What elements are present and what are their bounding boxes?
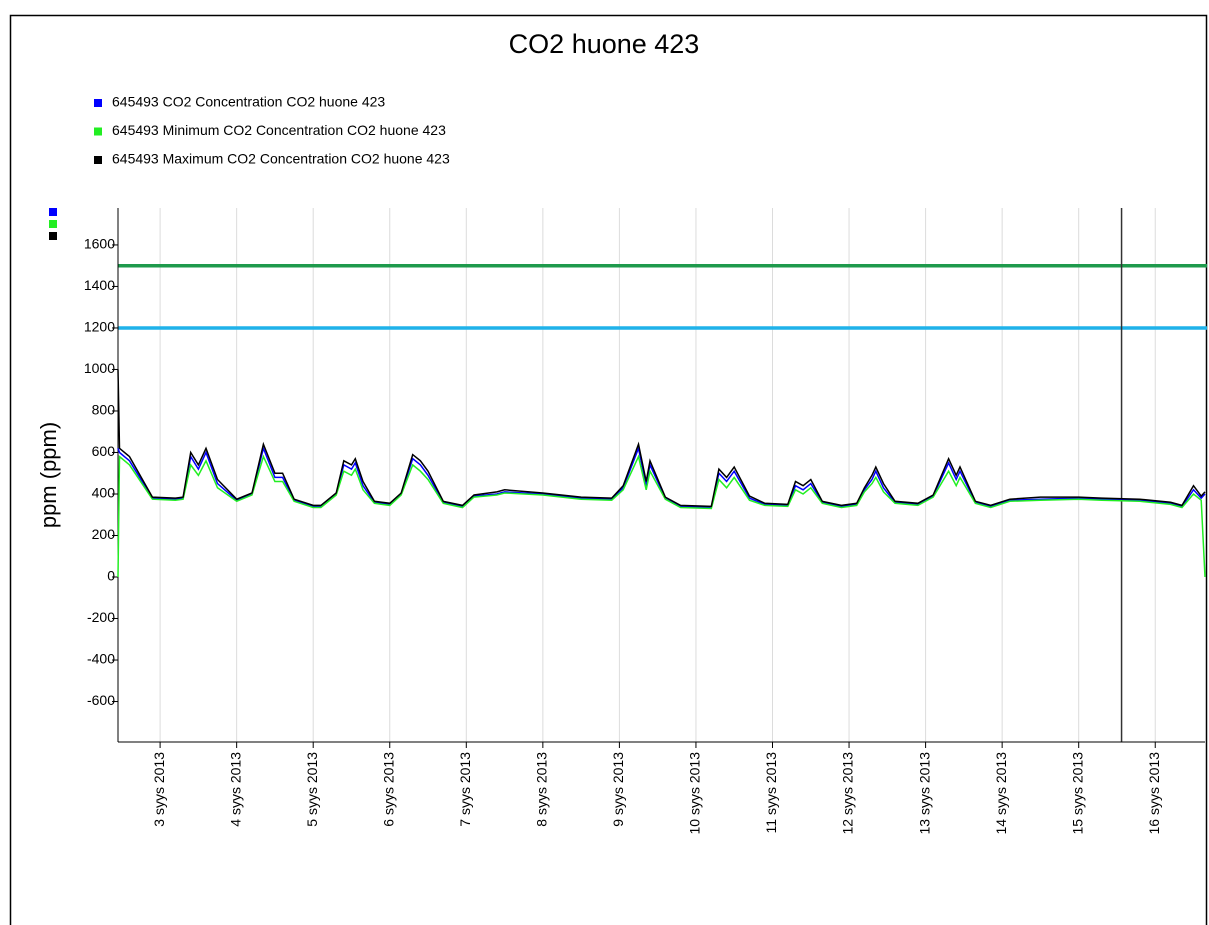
x-tick-label: 9 syys 2013 xyxy=(610,752,626,827)
x-tick-label: 14 syys 2013 xyxy=(993,752,1009,835)
legend-swatch xyxy=(94,127,102,136)
series-line xyxy=(117,454,1206,578)
legend-label: 645493 Maximum CO2 Concentration CO2 huo… xyxy=(112,151,450,167)
y-tick-label: 1400 xyxy=(84,277,115,293)
chart-frame xyxy=(9,14,1208,925)
y-tick-label: -200 xyxy=(87,609,115,625)
legend-label: 645493 Minimum CO2 Concentration CO2 huo… xyxy=(112,122,446,138)
y-tick-label: 1000 xyxy=(84,360,115,376)
y-tick-label: 200 xyxy=(92,526,116,542)
last-value-marker xyxy=(49,220,57,228)
y-tick-label: 600 xyxy=(92,443,116,459)
legend-label: 645493 CO2 Concentration CO2 huone 423 xyxy=(112,94,385,110)
x-tick-label: 4 syys 2013 xyxy=(227,752,243,827)
y-tick-label: -600 xyxy=(87,692,115,708)
x-tick-label: 7 syys 2013 xyxy=(457,752,473,827)
y-tick-label: 1200 xyxy=(84,319,115,335)
last-value-marker xyxy=(49,232,57,240)
y-tick-label: 800 xyxy=(92,402,116,418)
chart-title: CO2 huone 423 xyxy=(509,29,700,59)
x-tick-label: 3 syys 2013 xyxy=(151,752,167,827)
series-line xyxy=(117,369,1206,508)
x-tick-label: 12 syys 2013 xyxy=(840,752,856,835)
last-value-marker xyxy=(49,208,57,216)
x-tick-label: 5 syys 2013 xyxy=(304,752,320,827)
x-tick-label: 10 syys 2013 xyxy=(687,752,703,835)
series-line xyxy=(117,445,1206,509)
y-tick-label: 1600 xyxy=(84,236,115,252)
x-tick-label: 16 syys 2013 xyxy=(1146,752,1162,835)
legend-swatch xyxy=(94,156,102,164)
y-axis-label: ppm (ppm) xyxy=(36,422,61,528)
y-tick-label: 400 xyxy=(92,485,116,501)
x-tick-label: 11 syys 2013 xyxy=(763,752,779,834)
x-tick-label: 8 syys 2013 xyxy=(534,752,550,827)
x-tick-label: 6 syys 2013 xyxy=(380,752,396,827)
x-tick-label: 15 syys 2013 xyxy=(1069,752,1085,835)
x-tick-label: 13 syys 2013 xyxy=(916,752,932,835)
legend-swatch xyxy=(94,99,102,107)
y-tick-label: 0 xyxy=(107,568,115,584)
y-tick-label: -400 xyxy=(87,651,115,667)
